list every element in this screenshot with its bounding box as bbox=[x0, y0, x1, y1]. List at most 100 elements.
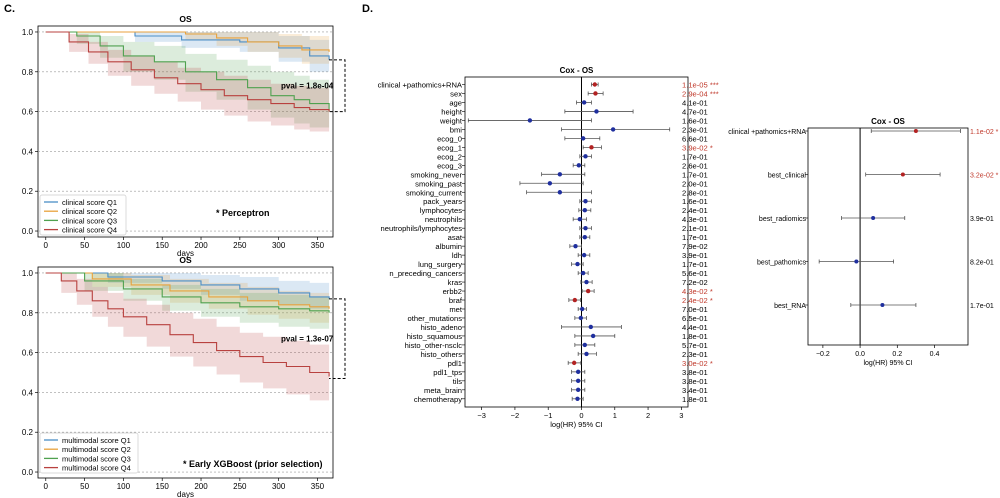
forest-point bbox=[592, 82, 598, 87]
forest-row-label: age bbox=[449, 98, 462, 107]
forest-xtick-label: −1 bbox=[544, 411, 553, 420]
km-ci-band bbox=[45, 273, 330, 405]
forest-row-label: histo_adeno bbox=[421, 323, 462, 332]
km-legend-label: multimodal score Q2 bbox=[62, 445, 131, 454]
forest-row-label: weight bbox=[439, 116, 463, 125]
forest-point bbox=[581, 252, 587, 258]
forest-title: Cox - OS bbox=[871, 117, 905, 126]
km-xlabel: days bbox=[177, 490, 194, 498]
forest-row-label: lymphocytes bbox=[420, 206, 462, 215]
km-model-annotation: * Perceptron bbox=[216, 208, 270, 218]
forest-row-pvalue: 6.6e-01 bbox=[682, 134, 708, 143]
km-xtick-label: 100 bbox=[117, 482, 131, 491]
forest-xtick-label: −0.2 bbox=[816, 351, 830, 358]
forest-title: Cox - OS bbox=[560, 66, 594, 75]
forest-row-pvalue: 2.3e-01 bbox=[682, 350, 708, 359]
forest-row-pvalue: 2.4e-02 * bbox=[682, 296, 713, 305]
forest-point bbox=[557, 190, 563, 195]
panel-label-d: D. bbox=[362, 3, 373, 15]
forest-row-label: ecog_3 bbox=[437, 161, 462, 170]
forest-point bbox=[585, 288, 591, 294]
forest-point bbox=[583, 225, 588, 231]
forest-row-label: smoking_current bbox=[406, 188, 463, 197]
forest-row-label: asat bbox=[448, 233, 463, 242]
forest-point bbox=[575, 369, 581, 375]
forest-point bbox=[913, 129, 918, 133]
forest-row-pvalue: 4.1e-01 bbox=[682, 98, 708, 107]
km-xtick-label: 300 bbox=[272, 241, 286, 250]
forest-row-label: neutrophils/lymphocytes bbox=[381, 224, 463, 233]
forest-row-pvalue: 2.4e-01 bbox=[682, 206, 708, 215]
forest-row-pvalue: 4.3e-01 bbox=[682, 215, 708, 224]
km-axes-frame bbox=[37, 25, 334, 238]
km-xlabel: days bbox=[177, 249, 194, 258]
forest-row-pvalue: 2.3e-01 bbox=[682, 125, 708, 134]
forest-point bbox=[547, 181, 553, 186]
forest-xlabel: log(HR) 95% CI bbox=[863, 360, 912, 367]
forest-axes-frame bbox=[807, 127, 969, 346]
forest-point bbox=[582, 208, 588, 213]
km-pval-label: pval = 1.8e-04 bbox=[281, 82, 334, 91]
forest-point bbox=[578, 315, 584, 321]
forest-point bbox=[593, 91, 598, 96]
forest-row-pvalue: 1.6e-01 bbox=[682, 116, 708, 125]
forest-row-pvalue: 2.0e-01 bbox=[682, 179, 708, 188]
forest-row-label: smoking_past bbox=[415, 179, 463, 188]
km-legend-label: clinical score Q3 bbox=[62, 216, 117, 225]
forest-point bbox=[577, 217, 583, 222]
forest-row-label: ldh bbox=[452, 251, 462, 260]
forest-row-label: met bbox=[449, 305, 463, 314]
km-survival-line bbox=[45, 272, 330, 309]
forest-point bbox=[588, 324, 594, 330]
forest-xtick-label: 0.4 bbox=[930, 351, 940, 358]
km-ci-band bbox=[45, 273, 330, 331]
km-axes-frame bbox=[37, 266, 334, 479]
forest-point bbox=[580, 136, 586, 141]
forest-point bbox=[900, 172, 905, 177]
panel-label-c: C. bbox=[4, 3, 15, 15]
forest-point bbox=[584, 279, 589, 285]
km-legend-box bbox=[39, 194, 127, 236]
forest-row-pvalue: 7.0e-01 bbox=[682, 305, 708, 314]
forest-row-pvalue: 1.7e-01 bbox=[682, 170, 708, 179]
forest-point bbox=[584, 351, 589, 357]
km-xgboost-chart: 0.0 0.2 0.4 0.6 0.8 1.0 0 50 100 150 200 250 300 350 O… bbox=[22, 255, 346, 498]
forest-row-pvalue: 1.7e-01 bbox=[682, 233, 708, 242]
forest-xtick-label: 3 bbox=[679, 411, 683, 420]
forest-point bbox=[583, 199, 588, 204]
forest-row-pvalue: 8.2e-01 bbox=[970, 260, 994, 267]
forest-point bbox=[880, 303, 885, 307]
km-ytick-label: 1.0 bbox=[22, 28, 34, 37]
km-survival-line bbox=[45, 31, 330, 112]
km-survival-line bbox=[45, 272, 330, 377]
forest-point bbox=[557, 172, 563, 177]
forest-point bbox=[583, 154, 588, 159]
forest-row-label: albumin bbox=[435, 242, 462, 251]
forest-point bbox=[590, 333, 596, 339]
km-ci-band bbox=[45, 273, 330, 325]
forest-row-pvalue: 1.7e-01 bbox=[682, 152, 708, 161]
km-legend-label: clinical score Q2 bbox=[62, 207, 117, 216]
forest-point bbox=[610, 127, 616, 132]
forest-row-pvalue: 3.8e-01 bbox=[682, 377, 708, 386]
forest-row-label: clinical +pathomics+RNA bbox=[728, 129, 806, 136]
km-ytick-label: 0.6 bbox=[22, 108, 34, 117]
forest-row-label: smoking_never bbox=[411, 170, 463, 179]
forest-point bbox=[576, 163, 582, 168]
km-survival-line bbox=[45, 31, 330, 112]
km-title: OS bbox=[179, 14, 192, 24]
forest-point bbox=[871, 216, 876, 220]
forest-row-pvalue: 1.6e-01 bbox=[682, 197, 708, 206]
forest-row-pvalue: 3.4e-01 bbox=[682, 386, 708, 395]
forest-row-pvalue: 7.9e-02 bbox=[682, 242, 708, 251]
km-survival-line bbox=[45, 31, 330, 52]
forest-point bbox=[582, 342, 588, 348]
forest-row-pvalue: 1.1e-05 *** bbox=[682, 81, 719, 90]
forest-row-pvalue: 4.7e-01 bbox=[682, 107, 708, 116]
km-title: OS bbox=[179, 255, 192, 265]
forest-row-pvalue: 1.7e-01 bbox=[682, 260, 708, 269]
km-xtick-label: 0 bbox=[44, 241, 49, 250]
forest-row-label: histo_other-nsclc bbox=[405, 341, 463, 350]
forest-point bbox=[580, 270, 586, 276]
